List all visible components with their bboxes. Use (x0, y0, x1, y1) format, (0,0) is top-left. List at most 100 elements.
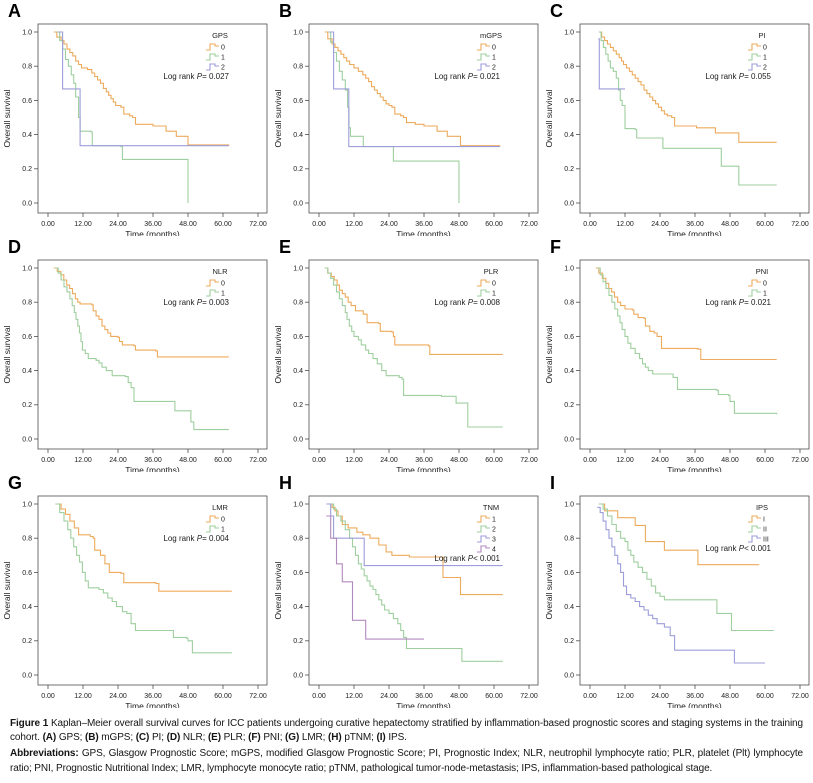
legend-title: GPS (212, 31, 228, 40)
legend-key-icon (748, 43, 761, 51)
x-tick-label: 60.00 (485, 221, 503, 228)
legend-title: PI (758, 31, 765, 40)
y-tick-label: 1.0 (564, 29, 574, 36)
y-tick-label: 0.0 (564, 200, 574, 207)
y-tick-label: 0.2 (22, 638, 32, 645)
y-tick-label: 0.0 (293, 672, 303, 679)
x-tick-label: 60.00 (485, 693, 503, 700)
legend-label: 1 (763, 291, 767, 298)
x-tick-label: 36.00 (144, 221, 162, 228)
legend-key-icon (748, 535, 761, 543)
y-tick-label: 0.4 (564, 604, 574, 611)
x-tick-label: 72.00 (249, 693, 267, 700)
legend-key-icon (206, 63, 219, 71)
y-tick-label: 0.0 (293, 436, 303, 443)
x-tick-label: 48.00 (450, 693, 468, 700)
y-tick-label: 0.4 (564, 368, 574, 375)
x-tick-label: 12.00 (616, 221, 634, 228)
figure-caption-block: Figure 1 Kaplan–Meier overall survival c… (0, 708, 813, 776)
y-tick-label: 0.2 (564, 638, 574, 645)
series-curve-2 (598, 38, 625, 90)
legend-key-icon (477, 525, 490, 533)
legend-label: 1 (221, 291, 225, 298)
x-tick-label: 60.00 (756, 693, 774, 700)
x-tick-label: 60.00 (214, 693, 232, 700)
y-axis-title: Overall survival (544, 561, 554, 619)
series-curve-2 (58, 31, 229, 147)
x-tick-label: 24.00 (109, 221, 127, 228)
legend: PI 0 1 2 (748, 31, 767, 72)
series-curves (324, 267, 503, 428)
x-tick-label: 72.00 (520, 457, 538, 464)
x-axis: 0.00 12.00 24.00 36.00 48.00 60.00 72.00 (583, 213, 809, 228)
y-tick-label: 0.8 (564, 300, 574, 307)
x-tick-label: 48.00 (721, 457, 739, 464)
x-tick-label: 12.00 (345, 693, 363, 700)
x-tick-label: 12.00 (345, 457, 363, 464)
legend-label: 1 (221, 55, 225, 62)
km-panel-I: I 0.0 0.2 0.4 0.6 0.8 1.0 0.00 12.00 24.00 36.00 48… (542, 472, 813, 708)
y-axis: 0.0 0.2 0.4 0.6 0.8 1.0 (564, 29, 580, 207)
legend-label: 3 (492, 537, 496, 544)
x-tick-label: 72.00 (249, 221, 267, 228)
y-tick-label: 0.6 (293, 570, 303, 577)
y-tick-label: 0.0 (293, 200, 303, 207)
y-tick-label: 0.4 (564, 132, 574, 139)
panel-letter: F (550, 237, 562, 257)
y-tick-label: 0.6 (293, 334, 303, 341)
x-tick-label: 60.00 (756, 221, 774, 228)
series-curve-1 (597, 267, 778, 415)
log-rank-p-value: Log rank P< 0.001 (434, 554, 500, 563)
x-tick-label: 36.00 (144, 693, 162, 700)
km-chart-F: 0.0 0.2 0.4 0.6 0.8 1.0 0.00 12.00 24.00 36.00 48.… (544, 259, 810, 472)
x-tick-label: 48.00 (721, 693, 739, 700)
legend-key-icon (206, 43, 219, 51)
plot-box (579, 495, 810, 686)
km-panel-G: G 0.0 0.2 0.4 0.6 0.8 1.0 0.00 12.00 24.00 36.00 48… (0, 472, 271, 708)
legend-label: 2 (763, 65, 767, 72)
y-tick-label: 0.0 (22, 200, 32, 207)
y-tick-label: 1.0 (293, 501, 303, 508)
x-tick-label: 60.00 (214, 221, 232, 228)
x-tick-label: 0.00 (583, 693, 597, 700)
y-axis: 0.0 0.2 0.4 0.6 0.8 1.0 (22, 501, 38, 679)
legend-key-icon (477, 515, 490, 523)
y-axis-title: Overall survival (2, 89, 12, 147)
legend-label: 2 (492, 527, 496, 534)
y-tick-label: 0.6 (293, 98, 303, 105)
y-tick-label: 0.8 (293, 300, 303, 307)
y-axis-title: Overall survival (544, 325, 554, 383)
legend-title: LMR (212, 503, 228, 512)
series-curve-0 (595, 267, 777, 361)
series-curve-2 (329, 503, 503, 662)
x-tick-label: 48.00 (179, 693, 197, 700)
legend: LMR 0 1 (206, 503, 228, 534)
y-tick-label: 0.0 (564, 672, 574, 679)
legend-key-icon (477, 43, 490, 51)
y-axis-title: Overall survival (273, 325, 283, 383)
series-curves (53, 31, 230, 203)
x-tick-label: 36.00 (686, 693, 704, 700)
x-tick-label: 12.00 (616, 693, 634, 700)
y-axis-title: Overall survival (273, 89, 283, 147)
log-rank-p-value: Log rank P= 0.055 (705, 72, 771, 81)
km-panel-D: D 0.0 0.2 0.4 0.6 0.8 1.0 0.00 12.00 24.00 36.00 48… (0, 236, 271, 472)
series-curve-2 (329, 31, 500, 148)
x-tick-label: 12.00 (616, 457, 634, 464)
log-rank-p-value: Log rank P= 0.008 (434, 298, 500, 307)
y-tick-label: 0.4 (22, 604, 32, 611)
legend-label: 2 (221, 65, 225, 72)
legend-label: 1 (492, 291, 496, 298)
km-panel-H: H 0.0 0.2 0.4 0.6 0.8 1.0 0.00 12.00 24.00 36.00 48… (271, 472, 542, 708)
y-tick-label: 0.2 (564, 402, 574, 409)
legend-label: 1 (492, 517, 496, 524)
legend-key-icon (477, 535, 490, 543)
x-axis: 0.00 12.00 24.00 36.00 48.00 60.00 72.00 (312, 449, 538, 464)
legend-key-icon (477, 63, 490, 71)
x-tick-label: 36.00 (415, 221, 433, 228)
plot-box (37, 259, 268, 450)
x-tick-label: 0.00 (312, 457, 326, 464)
legend: PNI 0 1 (748, 267, 768, 298)
